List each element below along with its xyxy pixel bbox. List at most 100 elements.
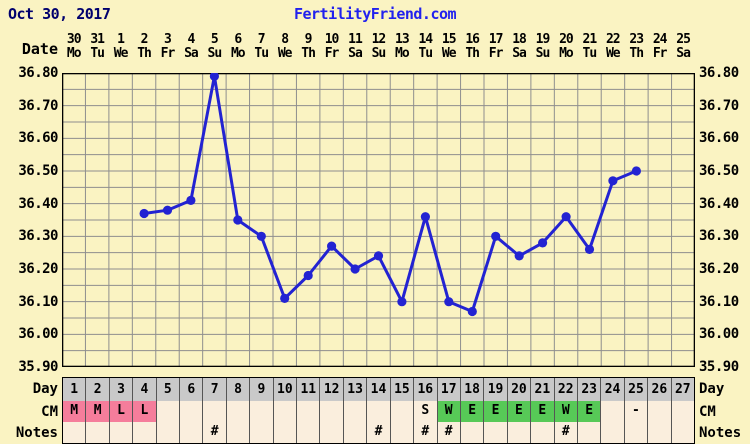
notes-cell[interactable] (390, 422, 415, 443)
notes-cell[interactable] (86, 422, 110, 443)
day-cell[interactable]: 11 (297, 378, 321, 401)
cm-cell[interactable] (320, 401, 344, 422)
cm-cell[interactable]: L (133, 401, 157, 422)
notes-cell[interactable] (156, 422, 181, 443)
day-cell[interactable]: 16 (414, 378, 438, 401)
cm-cell[interactable]: E (460, 401, 485, 422)
cm-cell[interactable]: L (109, 401, 134, 422)
notes-cell[interactable] (63, 422, 87, 443)
cm-cell[interactable] (297, 401, 321, 422)
notes-cell[interactable] (507, 422, 532, 443)
cm-cell[interactable]: M (63, 401, 87, 422)
day-cell[interactable]: 25 (625, 378, 649, 401)
notes-cell[interactable]: # (554, 422, 578, 443)
day-cell[interactable]: 9 (250, 378, 274, 401)
cm-cell[interactable] (203, 401, 227, 422)
cm-cell[interactable] (343, 401, 368, 422)
weekday-cell: Tu (254, 46, 269, 61)
cm-cell[interactable]: E (531, 401, 555, 422)
day-cell[interactable]: 8 (227, 378, 251, 401)
notes-cell[interactable]: # (367, 422, 391, 443)
cm-cell[interactable] (648, 401, 672, 422)
notes-cell[interactable] (109, 422, 134, 443)
cm-cell[interactable] (671, 401, 694, 422)
weekday-cell: Fr (160, 46, 176, 61)
notes-cell[interactable] (531, 422, 555, 443)
y-tick-label: 36.20 (699, 261, 739, 277)
day-cell[interactable]: 1 (63, 378, 87, 401)
day-cell[interactable]: 3 (110, 378, 134, 401)
y-tick-label: 36.20 (18, 261, 58, 277)
notes-cell[interactable]: # (437, 422, 461, 443)
cm-cell[interactable]: E (507, 401, 532, 422)
day-cell[interactable]: 26 (648, 378, 672, 401)
cm-cell[interactable] (390, 401, 415, 422)
cm-cell[interactable] (180, 401, 204, 422)
cm-cell[interactable] (226, 401, 251, 422)
day-cell[interactable]: 14 (367, 378, 391, 401)
day-cell[interactable]: 23 (578, 378, 602, 401)
cm-cell[interactable]: S (414, 401, 438, 422)
notes-cell[interactable] (297, 422, 321, 443)
notes-cell[interactable] (273, 422, 298, 443)
cm-cell[interactable] (601, 401, 625, 422)
day-cell[interactable]: 17 (438, 378, 461, 401)
notes-cell[interactable] (460, 422, 485, 443)
day-cell[interactable]: 5 (157, 378, 181, 401)
y-tick-label: 36.00 (18, 326, 58, 342)
date-cell: 3 (164, 32, 172, 47)
cm-cell[interactable] (250, 401, 274, 422)
day-cell[interactable]: 2 (86, 378, 110, 401)
weekday-cell: Tu (582, 46, 598, 61)
cm-cell[interactable]: W (554, 401, 578, 422)
cm-cell[interactable] (367, 401, 391, 422)
cm-cell[interactable]: E (484, 401, 508, 422)
date-cell: 15 (441, 32, 457, 47)
notes-cell[interactable]: # (414, 422, 438, 443)
notes-cell[interactable]: # (203, 422, 227, 443)
notes-cell[interactable] (250, 422, 274, 443)
day-cell[interactable]: 21 (531, 378, 555, 401)
day-cell[interactable]: 13 (344, 378, 368, 401)
cm-cell[interactable]: E (577, 401, 602, 422)
temperature-line (142, 74, 638, 313)
day-cell[interactable]: 10 (274, 378, 298, 401)
date-cell: 8 (281, 32, 289, 47)
day-cell[interactable]: 27 (674, 382, 691, 397)
day-cell[interactable]: 12 (320, 378, 344, 401)
cm-cell[interactable] (273, 401, 298, 422)
cm-cell[interactable]: - (624, 401, 649, 422)
day-cell[interactable]: 22 (555, 378, 578, 401)
day-cell[interactable]: 19 (484, 378, 508, 401)
notes-cell[interactable] (601, 422, 625, 443)
notes-cell[interactable] (133, 422, 157, 443)
cm-cell[interactable]: W (437, 401, 461, 422)
site-link[interactable]: FertilityFriend.com (293, 5, 457, 23)
date-cell: 21 (582, 32, 598, 47)
notes-cell[interactable] (484, 422, 508, 443)
weekday-cell: Fr (324, 46, 340, 61)
day-cell[interactable]: 4 (133, 378, 157, 401)
weekday-cell: Mo (230, 46, 246, 61)
cm-cell[interactable]: M (86, 401, 110, 422)
chart-start-date: Oct 30, 2017 (8, 5, 111, 23)
weekday-cell: Th (301, 46, 316, 61)
notes-cell[interactable] (624, 422, 649, 443)
day-number-row: 1 2 3 4 5 6 7 8 9 10 11 12 13 14 15 16 17 18 19 20 21 22 23 24 2… (62, 377, 695, 402)
day-cell[interactable]: 7 (203, 378, 227, 401)
notes-cell[interactable] (180, 422, 204, 443)
day-cell[interactable]: 18 (461, 378, 485, 401)
notes-cell[interactable] (671, 422, 694, 443)
day-cell[interactable]: 15 (391, 378, 415, 401)
notes-cell[interactable] (577, 422, 602, 443)
notes-cell[interactable] (343, 422, 368, 443)
notes-cell[interactable] (320, 422, 344, 443)
day-cell[interactable]: 6 (180, 378, 204, 401)
date-axis-label: Date (21, 40, 58, 58)
day-row-label-right: Day (699, 381, 725, 397)
day-cell[interactable]: 24 (601, 378, 625, 401)
day-cell[interactable]: 20 (508, 378, 532, 401)
notes-cell[interactable] (648, 422, 672, 443)
cm-cell[interactable] (156, 401, 181, 422)
notes-cell[interactable] (226, 422, 251, 443)
